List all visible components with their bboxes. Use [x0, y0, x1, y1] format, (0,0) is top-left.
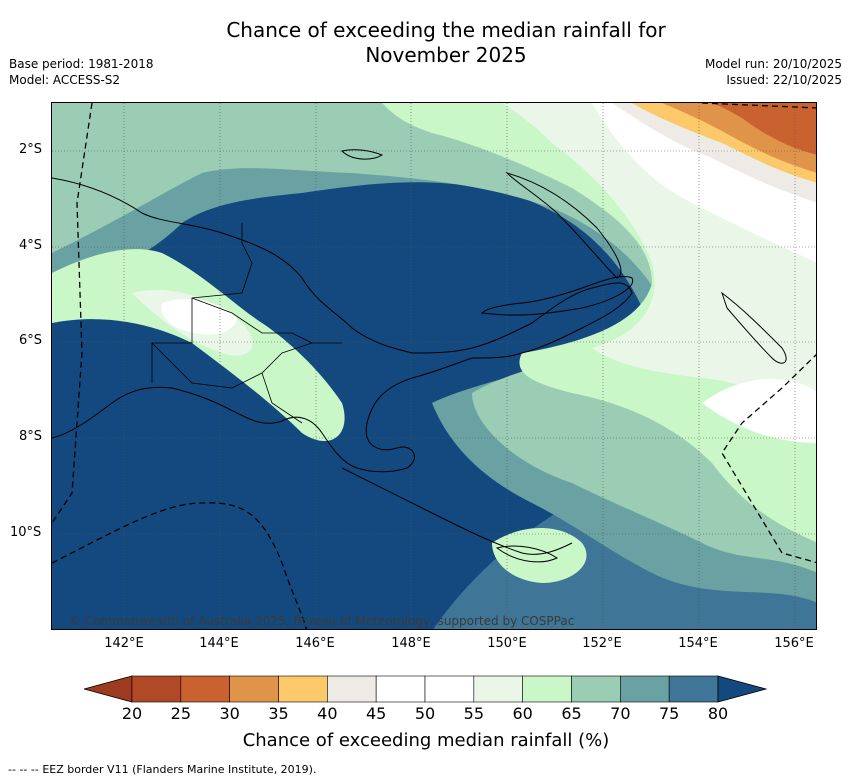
- footer: -- -- -- EEZ border V11 (Flanders Marine…: [8, 763, 316, 776]
- colorbar-tick-label: 50: [414, 704, 436, 723]
- colorbar-tick-label: 75: [658, 704, 680, 723]
- lat-label-6s: 6°S: [19, 333, 43, 348]
- colorbar-tick-label: 45: [365, 704, 387, 723]
- lon-label-150e: 150°E: [487, 636, 527, 651]
- colorbar-low-extension: [84, 675, 133, 703]
- colorbar-cell: [571, 675, 621, 703]
- copyright-notice: © Commonwealth of Australia 2025, Bureau…: [69, 614, 575, 628]
- new-ireland: [505, 171, 622, 279]
- contour-50-east: [702, 379, 816, 443]
- meta-right: Model run: 20/10/2025 Issued: 22/10/2025: [705, 56, 842, 88]
- colorbar-cell: [375, 675, 426, 703]
- colorbar-cell: [473, 675, 523, 703]
- colorbar-tick-label: 80: [707, 704, 729, 723]
- colorbar-cell: [278, 675, 328, 703]
- meta-left: Base period: 1981-2018 Model: ACCESS-S2: [9, 56, 154, 88]
- colorbar-tick-label: 70: [610, 704, 631, 723]
- contour-60-south: [492, 528, 587, 583]
- model-name: Model: ACCESS-S2: [9, 73, 121, 87]
- new-guinea-coast: [52, 177, 633, 473]
- map-panel: [51, 102, 817, 630]
- colorbar: [84, 675, 768, 703]
- lon-label-144e: 144°E: [199, 636, 239, 651]
- base-period: Base period: 1981-2018: [9, 57, 154, 71]
- lon-label-142e: 142°E: [104, 636, 144, 651]
- coastlines: [52, 149, 787, 563]
- manus: [340, 149, 384, 160]
- south-coast: [341, 467, 573, 555]
- lat-label-4s: 4°S: [19, 238, 43, 253]
- title-line-2: November 2025: [365, 43, 527, 67]
- colorbar-cell: [522, 675, 572, 703]
- eez-border: [52, 103, 816, 629]
- colorbar-cell: [668, 675, 719, 703]
- colorbar-tick-label: 30: [219, 704, 240, 723]
- model-run: Model run: 20/10/2025: [704, 57, 842, 71]
- colorbar-tick-label: 35: [268, 704, 289, 723]
- colorbar-tick-label: 65: [561, 704, 582, 723]
- lon-label-154e: 154°E: [678, 636, 718, 651]
- contour-60-west: [52, 249, 345, 442]
- colorbar-high-extension: [717, 675, 768, 703]
- new-britain: [480, 275, 634, 316]
- lon-label-152e: 152°E: [582, 636, 622, 651]
- colorbar-cells: [131, 675, 719, 703]
- colorbar-cell: [180, 675, 230, 703]
- contour-30: [712, 103, 816, 155]
- issued-date: Issued: 22/10/2025: [726, 73, 842, 87]
- colorbar-tick-label: 20: [121, 704, 143, 723]
- colorbar-cell: [424, 675, 475, 703]
- colorbar-cell: [229, 675, 279, 703]
- lat-label-2s: 2°S: [19, 142, 43, 157]
- colorbar-tick-label: 60: [512, 704, 533, 723]
- colorbar-cell: [327, 675, 377, 703]
- eez-note: EEZ border V11 (Flanders Marine Institut…: [42, 763, 317, 776]
- map-title: Chance of exceeding the median rainfall …: [0, 18, 850, 68]
- colorbar-label: Chance of exceeding median rainfall (%): [242, 730, 610, 751]
- colorbar-tick-label: 40: [317, 704, 338, 723]
- lat-label-10s: 10°S: [10, 525, 42, 540]
- colorbar-tick-label: 25: [170, 704, 191, 723]
- colorbar-cell: [620, 675, 670, 703]
- graticule: [52, 103, 816, 629]
- eez-legend-marker: -- -- --: [8, 763, 39, 776]
- colorbar-cell: [131, 675, 182, 703]
- lon-label-148e: 148°E: [391, 636, 431, 651]
- colorbar-tick-label: 55: [463, 704, 484, 723]
- lon-label-146e: 146°E: [295, 636, 335, 651]
- rainfall-map: [52, 103, 816, 629]
- fergusson: [495, 545, 559, 563]
- province-borders: [151, 223, 342, 424]
- bougainville: [721, 291, 787, 364]
- lon-label-156e: 156°E: [774, 636, 814, 651]
- lat-label-8s: 8°S: [19, 429, 43, 444]
- title-line-1: Chance of exceeding the median rainfall …: [226, 18, 666, 42]
